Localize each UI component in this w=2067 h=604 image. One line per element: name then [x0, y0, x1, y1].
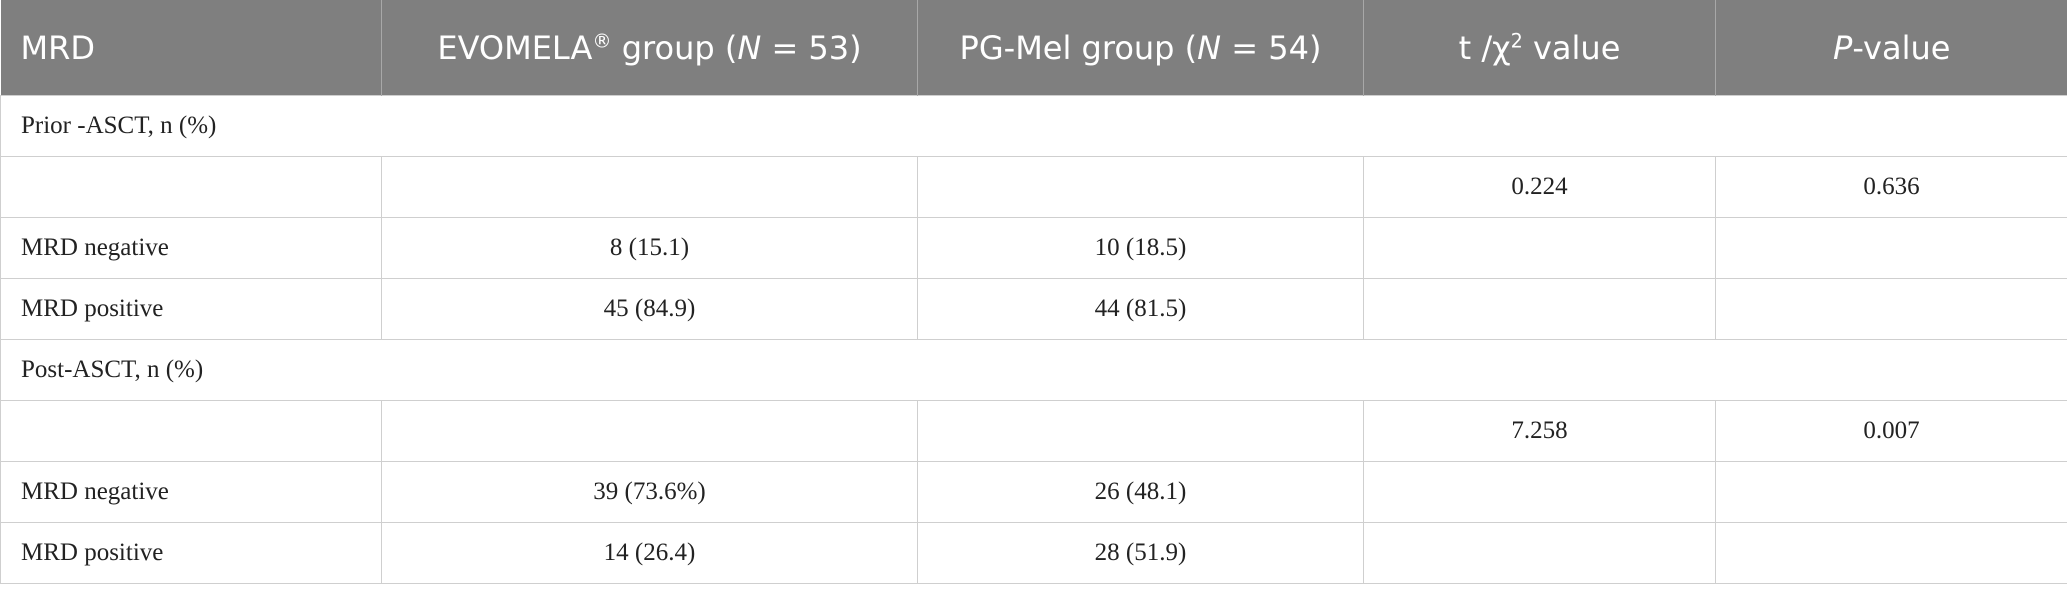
cell: 0.224 — [1363, 156, 1716, 218]
cell: MRD positive — [0, 278, 382, 340]
cell — [917, 156, 1364, 218]
cell: 26 (48.1) — [917, 461, 1364, 523]
cell — [1363, 278, 1716, 340]
header-text: EVOMELA — [437, 28, 593, 67]
cell — [1363, 522, 1716, 584]
table-body: Prior -ASCT, n (%) 0.224 0.636 MRD negative… — [0, 95, 2067, 584]
cell — [1715, 461, 2067, 523]
header-text: -value — [1852, 28, 1951, 67]
table-row: Prior -ASCT, n (%) — [0, 95, 2067, 157]
header-text: ® — [592, 28, 612, 52]
cell — [381, 400, 918, 462]
cell: 45 (84.9) — [381, 278, 918, 340]
cell: 44 (81.5) — [917, 278, 1364, 340]
header-text: P — [1833, 28, 1853, 67]
cell — [1363, 217, 1716, 279]
header-text: N — [1197, 28, 1222, 67]
cell — [917, 400, 1364, 462]
cell — [1715, 522, 2067, 584]
cell: MRD positive — [0, 522, 382, 584]
header-text: = 53) — [761, 28, 862, 67]
table-row: 7.258 0.007 — [0, 400, 2067, 462]
table-row: MRD negative 39 (73.6%) 26 (48.1) — [0, 461, 2067, 523]
section-cell: Prior -ASCT, n (%) — [0, 95, 2067, 157]
header-cell: PG-Mel group (N = 54) — [917, 0, 1364, 96]
table-row: Post-ASCT, n (%) — [0, 339, 2067, 401]
cell: 39 (73.6%) — [381, 461, 918, 523]
cell — [0, 156, 382, 218]
table-row: MRD positive 45 (84.9) 44 (81.5) — [0, 278, 2067, 340]
header-text: PG-Mel group ( — [959, 28, 1198, 67]
cell: 10 (18.5) — [917, 217, 1364, 279]
section-cell: Post-ASCT, n (%) — [0, 339, 2067, 401]
header-cell: EVOMELA® group (N = 53) — [381, 0, 918, 96]
cell: MRD negative — [0, 461, 382, 523]
header-text: value — [1522, 28, 1621, 67]
cell — [1715, 278, 2067, 340]
cell — [0, 400, 382, 462]
cell: 28 (51.9) — [917, 522, 1364, 584]
header-cell: P-value — [1715, 0, 2067, 96]
cell — [1715, 217, 2067, 279]
header-row: MRD EVOMELA® group (N = 53) PG-Mel group (… — [0, 0, 2067, 96]
cell: 0.636 — [1715, 156, 2067, 218]
header-text: 2 — [1510, 28, 1523, 52]
header-text: t /χ — [1458, 28, 1511, 67]
cell: 0.007 — [1715, 400, 2067, 462]
cell — [1363, 461, 1716, 523]
table-row: MRD negative 8 (15.1) 10 (18.5) — [0, 217, 2067, 279]
cell: 7.258 — [1363, 400, 1716, 462]
results-table: MRD EVOMELA® group (N = 53) PG-Mel group (… — [0, 0, 2067, 584]
table-row: 0.224 0.636 — [0, 156, 2067, 218]
cell — [381, 156, 918, 218]
header-cell: MRD — [0, 0, 382, 96]
cell: 8 (15.1) — [381, 217, 918, 279]
header-text: N — [737, 28, 762, 67]
header-text: = 54) — [1221, 28, 1322, 67]
table-row: MRD positive 14 (26.4) 28 (51.9) — [0, 522, 2067, 584]
cell: MRD negative — [0, 217, 382, 279]
cell: 14 (26.4) — [381, 522, 918, 584]
header-text: MRD — [20, 28, 95, 67]
header-cell: t /χ2 value — [1363, 0, 1716, 96]
header-text: group ( — [611, 28, 738, 67]
